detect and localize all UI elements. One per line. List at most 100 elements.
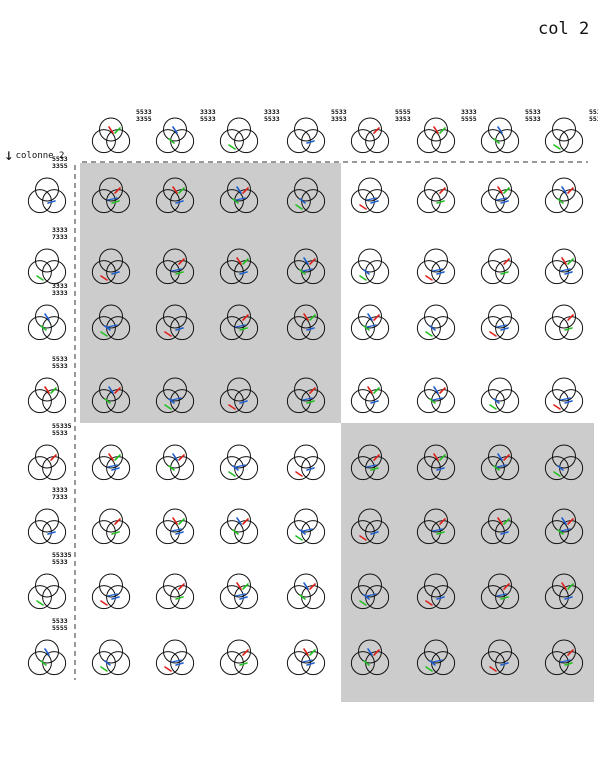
knot-r2-c0	[27, 248, 67, 285]
knot-r3-c0	[27, 304, 67, 341]
knot-r5-c3	[219, 444, 259, 481]
row-code-7-line-2: 5533	[52, 558, 68, 566]
knot-r1-c1	[91, 177, 131, 214]
knot-r6-c2	[155, 508, 195, 545]
knot-r1-c8	[544, 177, 584, 214]
column-code-3-line-2: 5533	[264, 115, 280, 123]
knot-r5-c7	[480, 444, 520, 481]
knot-r2-c2	[155, 248, 195, 285]
knot-r1-c3	[219, 177, 259, 214]
row-code-5-line-2: 5533	[52, 429, 68, 437]
knot-r3-c1	[91, 304, 131, 341]
column-code-7: 5533 5533	[525, 108, 541, 123]
knot-r7-c4	[286, 573, 326, 610]
knot-r3-c7	[480, 304, 520, 341]
column-code-8-line-1: 5533	[589, 108, 598, 116]
knot-r4-c2	[155, 377, 195, 414]
knot-r1-c5	[350, 177, 390, 214]
knot-r3-c8	[544, 304, 584, 341]
row-code-4: 5533 5533	[52, 355, 68, 370]
row-code-8-line-1: 5533	[52, 617, 68, 625]
knot-r3-c3	[219, 304, 259, 341]
shaded-regions	[80, 163, 594, 702]
row-code-2-line-1: 3333	[52, 226, 68, 234]
row-code-1-line-1: 5533	[52, 155, 68, 163]
knot-r4-c8	[544, 377, 584, 414]
row-code-7-line-1: 55335	[52, 551, 72, 559]
knot-r4-c3	[219, 377, 259, 414]
row-code-6: 3333 7333	[52, 486, 68, 501]
knot-r6-c3	[219, 508, 259, 545]
knot-r5-c0	[27, 444, 67, 481]
column-code-6-line-1: 3333	[461, 108, 477, 116]
knot-r4-c7	[480, 377, 520, 414]
knot-r3-c4	[286, 304, 326, 341]
row-code-3: 3333 3333	[52, 282, 68, 297]
column-code-4-line-1: 5533	[331, 108, 347, 116]
column-code-4-line-2: 3353	[331, 115, 347, 123]
knot-r0-c1	[91, 117, 131, 154]
page-title: col 2	[538, 19, 590, 39]
knot-r7-c0	[27, 573, 67, 610]
knot-r7-c6	[416, 573, 456, 610]
row-axis-label: ↓ colonne 2	[4, 145, 64, 164]
knot-r2-c5	[350, 248, 390, 285]
knot-r0-c8	[544, 117, 584, 154]
knot-r1-c6	[416, 177, 456, 214]
row-code-5-line-1: 55335	[52, 422, 72, 430]
knot-r8-c1	[91, 639, 131, 676]
knot-r5-c4	[286, 444, 326, 481]
knot-r0-c3	[219, 117, 259, 154]
column-code-6-line-2: 5555	[461, 115, 477, 123]
knot-r3-c5	[350, 304, 390, 341]
row-code-3-line-1: 3333	[52, 282, 68, 290]
knot-r8-c2	[155, 639, 195, 676]
knot-r2-c8	[544, 248, 584, 285]
knot-r2-c3	[219, 248, 259, 285]
column-code-8-line-2: 5533	[589, 115, 598, 123]
column-code-5-line-1: 5555	[395, 108, 411, 116]
column-code-7-line-2: 5533	[525, 115, 541, 123]
knot-r5-c2	[155, 444, 195, 481]
knot-r4-c1	[91, 377, 131, 414]
knot-r5-c1	[91, 444, 131, 481]
knot-r8-c8	[544, 639, 584, 676]
column-code-7-line-1: 5533	[525, 108, 541, 116]
knot-r8-c5	[350, 639, 390, 676]
row-code-7: 55335 5533	[52, 551, 72, 566]
row-code-1-line-2: 3355	[52, 162, 68, 170]
row-code-6-line-2: 7333	[52, 493, 68, 501]
knot-r6-c0	[27, 508, 67, 545]
knot-r8-c3	[219, 639, 259, 676]
row-code-3-line-2: 3333	[52, 289, 68, 297]
row-code-5: 55335 5533	[52, 422, 72, 437]
knot-r7-c3	[219, 573, 259, 610]
knot-r0-c2	[155, 117, 195, 154]
knot-r4-c6	[416, 377, 456, 414]
knot-r0-c4	[286, 117, 326, 154]
column-code-1-line-2: 3355	[136, 115, 152, 123]
knot-r8-c4	[286, 639, 326, 676]
knot-r1-c0	[27, 177, 67, 214]
column-code-1: 5533 3355	[136, 108, 152, 123]
knot-r1-c2	[155, 177, 195, 214]
knot-r5-c8	[544, 444, 584, 481]
knot-r7-c2	[155, 573, 195, 610]
knot-r6-c1	[91, 508, 131, 545]
knot-r3-c6	[416, 304, 456, 341]
column-code-4: 5533 3353	[331, 108, 347, 123]
column-code-3-line-1: 3333	[264, 108, 280, 116]
row-code-4-line-2: 5533	[52, 362, 68, 370]
column-code-2: 3333 5533	[200, 108, 216, 123]
knot-r7-c7	[480, 573, 520, 610]
knot-r6-c7	[480, 508, 520, 545]
knot-r4-c0	[27, 377, 67, 414]
knot-r1-c4	[286, 177, 326, 214]
column-code-1-line-1: 5533	[136, 108, 152, 116]
divider-lines	[74, 161, 588, 680]
column-code-3: 3333 5533	[264, 108, 280, 123]
knot-r7-c1	[91, 573, 131, 610]
